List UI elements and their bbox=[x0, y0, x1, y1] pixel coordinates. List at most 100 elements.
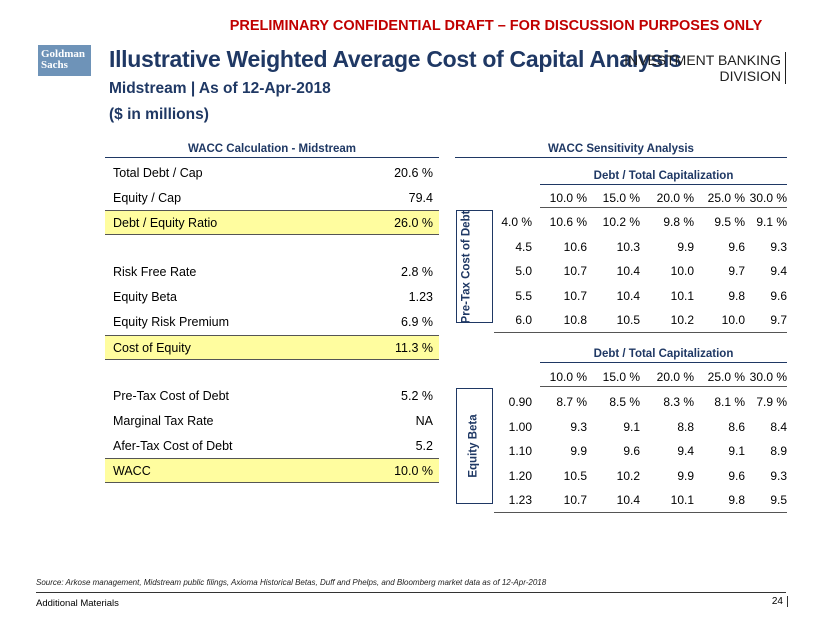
table-cell: 10.8 bbox=[563, 313, 587, 327]
table-cell: 10.1 bbox=[670, 493, 694, 507]
table-row: Marginal Tax Rate NA bbox=[105, 409, 439, 434]
header-divider bbox=[540, 207, 787, 208]
source-note: Source: Arkose management, Midstream pub… bbox=[36, 578, 547, 587]
table-cell: 9.6 bbox=[770, 288, 787, 303]
row-label: 1.00 bbox=[508, 419, 532, 434]
table-row: Pre-Tax Cost of Debt 5.2 % bbox=[105, 384, 439, 409]
table-cell: 9.8 bbox=[728, 288, 745, 303]
confidential-banner: PRELIMINARY CONFIDENTIAL DRAFT – FOR DIS… bbox=[229, 18, 763, 34]
wacc-calc-title: WACC Calculation - Midstream bbox=[105, 143, 439, 158]
goldman-sachs-logo: Goldman Sachs bbox=[38, 45, 91, 76]
table-cell: 9.1 % bbox=[756, 215, 787, 229]
column-header: 30.0 % bbox=[749, 191, 787, 205]
units-note: ($ in millions) bbox=[109, 106, 209, 123]
table-cell: 10.4 bbox=[616, 264, 640, 278]
row-value: 10.0 % bbox=[394, 464, 433, 478]
division-line-2: DIVISION bbox=[719, 68, 781, 84]
table-cell: 10.1 bbox=[670, 288, 694, 303]
page-subtitle: Midstream | As of 12-Apr-2018 bbox=[109, 80, 331, 97]
table-cell: 10.0 bbox=[721, 313, 745, 327]
table-cell: 9.8 % bbox=[663, 215, 694, 229]
column-header: 10.0 % bbox=[549, 370, 587, 384]
table-cell: 9.9 bbox=[570, 444, 587, 458]
table2-header: Debt / Total Capitalization bbox=[540, 348, 787, 363]
table-bottom-line bbox=[494, 511, 787, 513]
table-cell: 9.1 bbox=[623, 419, 640, 434]
table-cell: 9.6 bbox=[623, 444, 640, 458]
footer-divider bbox=[36, 592, 786, 593]
table1-row-axis-label: Pre-Tax Cost of Debt bbox=[460, 210, 473, 324]
footer-label: Additional Materials bbox=[36, 598, 119, 609]
table-cell: 9.8 bbox=[728, 493, 745, 507]
table-cell: 9.4 bbox=[770, 264, 787, 278]
row-label: Cost of Equity bbox=[113, 341, 191, 355]
row-label: 4.0 % bbox=[501, 215, 532, 229]
table2-row-axis-box bbox=[456, 388, 493, 504]
table-cell: 9.3 bbox=[570, 419, 587, 434]
table-cell: 9.9 bbox=[677, 468, 694, 483]
column-header: 25.0 % bbox=[707, 191, 745, 205]
table-cell: 9.6 bbox=[728, 239, 745, 254]
row-value: 1.23 bbox=[408, 290, 433, 304]
table-cell: 10.3 bbox=[616, 239, 640, 254]
row-label: Debt / Equity Ratio bbox=[113, 216, 218, 230]
table-cell: 8.4 bbox=[770, 419, 787, 434]
row-label: Equity Risk Premium bbox=[113, 315, 229, 329]
division-label: INVESTMENT BANKING DIVISION bbox=[624, 52, 786, 84]
table-cell: 10.5 bbox=[616, 313, 640, 327]
column-header: 20.0 % bbox=[656, 191, 694, 205]
table-cell: 9.9 bbox=[677, 239, 694, 254]
row-value: 2.8 % bbox=[401, 265, 433, 279]
table-cell: 9.6 bbox=[728, 468, 745, 483]
table-row: Afer-Tax Cost of Debt 5.2 bbox=[105, 434, 439, 459]
row-label: Afer-Tax Cost of Debt bbox=[113, 439, 233, 453]
table-cell: 9.1 bbox=[728, 444, 745, 458]
table-cell: 10.2 % bbox=[602, 215, 640, 229]
table-cell: 8.8 bbox=[677, 419, 694, 434]
row-label: 6.0 bbox=[515, 313, 532, 327]
row-value: 79.4 bbox=[408, 191, 433, 205]
column-header: 15.0 % bbox=[602, 370, 640, 384]
row-label: Marginal Tax Rate bbox=[113, 414, 214, 428]
row-value: 6.9 % bbox=[401, 315, 433, 329]
table-cell: 10.2 bbox=[616, 468, 640, 483]
column-header: 20.0 % bbox=[656, 370, 694, 384]
row-label: 1.20 bbox=[508, 468, 532, 483]
sensitivity-title: WACC Sensitivity Analysis bbox=[455, 143, 787, 158]
column-header: 25.0 % bbox=[707, 370, 745, 384]
table-cell: 9.4 bbox=[677, 444, 694, 458]
row-label: Equity Beta bbox=[113, 290, 177, 304]
row-value: 11.3 % bbox=[395, 341, 433, 355]
table-cell: 10.4 bbox=[616, 493, 640, 507]
table-cell: 8.9 bbox=[770, 444, 787, 458]
table-cell: 8.6 bbox=[728, 419, 745, 434]
row-label: Total Debt / Cap bbox=[113, 166, 203, 180]
table-cell: 10.7 bbox=[563, 264, 587, 278]
row-label: 4.5 bbox=[515, 239, 532, 254]
table-cell: 9.5 % bbox=[714, 215, 745, 229]
table-cell: 9.3 bbox=[770, 239, 787, 254]
table-row: Risk Free Rate 2.8 % bbox=[105, 260, 439, 285]
table-cell: 10.7 bbox=[563, 288, 587, 303]
row-label: 1.23 bbox=[508, 493, 532, 507]
table-cell: 9.3 bbox=[770, 468, 787, 483]
table-cell: 7.9 % bbox=[756, 395, 787, 409]
row-value: 20.6 % bbox=[394, 166, 433, 180]
table-cell: 9.7 bbox=[770, 313, 787, 327]
table-row: Equity Risk Premium 6.9 % bbox=[105, 310, 439, 335]
column-header: 10.0 % bbox=[549, 191, 587, 205]
page-number: 24 bbox=[772, 596, 788, 607]
table-row-highlight: Cost of Equity 11.3 % bbox=[105, 335, 439, 360]
table-bottom-line bbox=[494, 331, 787, 333]
row-label: 0.90 bbox=[508, 395, 532, 409]
row-label: Pre-Tax Cost of Debt bbox=[113, 389, 230, 403]
table-cell: 9.7 bbox=[728, 264, 745, 278]
column-header: 15.0 % bbox=[602, 191, 640, 205]
table-cell: 10.2 bbox=[670, 313, 694, 327]
table-cell: 8.7 % bbox=[556, 395, 587, 409]
table-cell: 9.5 bbox=[770, 493, 787, 507]
page-title: Illustrative Weighted Average Cost of Ca… bbox=[109, 46, 682, 72]
row-label: Risk Free Rate bbox=[113, 265, 197, 279]
table-cell: 10.6 bbox=[563, 239, 587, 254]
row-label: 1.10 bbox=[508, 444, 532, 458]
